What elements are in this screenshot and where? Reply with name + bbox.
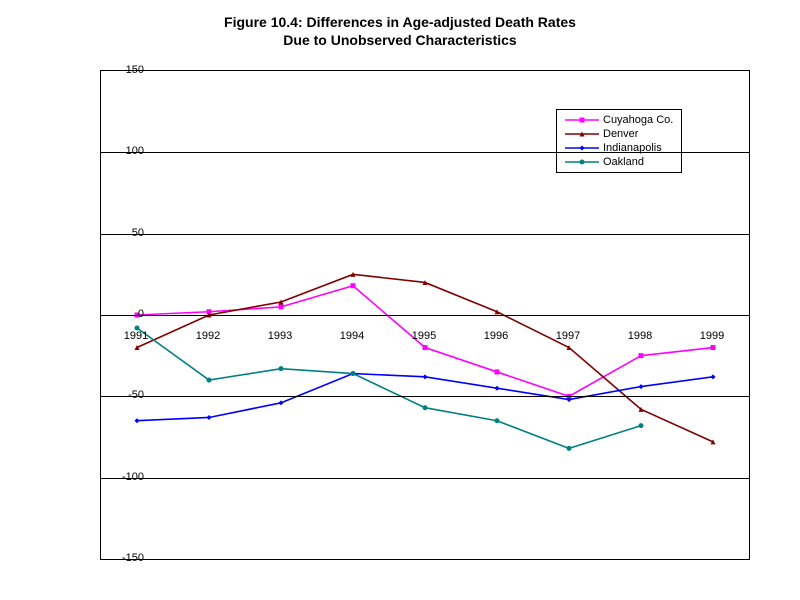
legend: Cuyahoga Co.DenverIndianapolisOakland [556, 109, 682, 173]
gridline [101, 478, 749, 479]
series-marker [351, 371, 356, 376]
series-marker [495, 386, 500, 391]
legend-label: Oakland [603, 156, 644, 168]
series-marker [423, 345, 428, 350]
series-marker [279, 400, 284, 405]
y-tick-label: 0 [104, 308, 144, 320]
x-tick-label: 1999 [700, 330, 724, 342]
legend-item: Denver [565, 128, 673, 140]
series-marker [639, 353, 644, 358]
series-marker [279, 304, 284, 309]
series-marker [639, 384, 644, 389]
gridline [101, 315, 749, 316]
gridline [101, 152, 749, 153]
x-tick-label: 1993 [268, 330, 292, 342]
y-tick-label: -50 [104, 389, 144, 401]
gridline [101, 396, 749, 397]
legend-label: Cuyahoga Co. [603, 114, 673, 126]
chart-title-line2: Due to Unobserved Characteristics [283, 32, 516, 48]
series-marker [495, 369, 500, 374]
chart-title-line1: Figure 10.4: Differences in Age-adjusted… [224, 14, 576, 30]
legend-swatch [565, 156, 599, 168]
x-tick-label: 1994 [340, 330, 364, 342]
y-tick-label: 100 [104, 145, 144, 157]
gridline [101, 234, 749, 235]
chart-container: Figure 10.4: Differences in Age-adjusted… [0, 0, 800, 600]
y-tick-label: 150 [104, 64, 144, 76]
series-marker [423, 374, 428, 379]
legend-item: Cuyahoga Co. [565, 114, 673, 126]
x-tick-label: 1995 [412, 330, 436, 342]
series-marker [567, 446, 572, 451]
series-marker [135, 418, 140, 423]
series-marker [207, 415, 212, 420]
x-tick-label: 1996 [484, 330, 508, 342]
series-marker [711, 374, 716, 379]
plot-area: Cuyahoga Co.DenverIndianapolisOakland [100, 70, 750, 560]
series-marker [423, 405, 428, 410]
legend-item: Oakland [565, 156, 673, 168]
y-tick-label: -150 [104, 552, 144, 564]
series-marker [495, 418, 500, 423]
legend-swatch [565, 128, 599, 140]
legend-label: Denver [603, 128, 638, 140]
series-marker [207, 378, 212, 383]
chart-title: Figure 10.4: Differences in Age-adjusted… [0, 14, 800, 49]
x-tick-label: 1991 [124, 330, 148, 342]
y-tick-label: 50 [104, 227, 144, 239]
series-marker [711, 345, 716, 350]
series-marker [279, 366, 284, 371]
series-line [137, 274, 713, 442]
x-tick-label: 1998 [628, 330, 652, 342]
x-tick-label: 1992 [196, 330, 220, 342]
series-marker [639, 423, 644, 428]
x-tick-label: 1997 [556, 330, 580, 342]
y-tick-label: -100 [104, 471, 144, 483]
series-marker [351, 283, 356, 288]
legend-swatch [565, 114, 599, 126]
